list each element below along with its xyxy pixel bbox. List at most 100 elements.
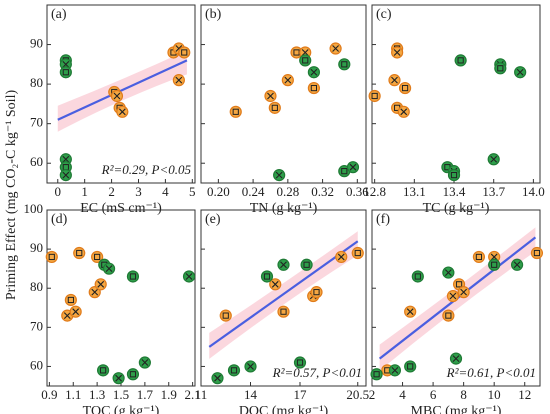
x-tick-label: 4 — [399, 387, 406, 402]
marker-inner — [533, 249, 541, 257]
point — [293, 356, 307, 369]
marker — [307, 81, 320, 95]
point — [404, 305, 417, 318]
point — [211, 372, 224, 385]
x-tick-label: 0 — [55, 184, 62, 199]
marker-inner — [48, 253, 55, 261]
point — [59, 66, 72, 79]
marker — [299, 54, 312, 67]
x-tick-label: 6 — [430, 387, 437, 402]
marker-inner — [491, 261, 498, 268]
marker — [59, 66, 72, 79]
marker-inner — [407, 363, 414, 370]
x-tick-label: 1.9 — [161, 387, 177, 402]
point — [388, 74, 401, 87]
marker-inner — [141, 359, 149, 366]
point — [116, 105, 129, 118]
marker — [488, 258, 501, 271]
annotation: R²=0.61, P<0.01 — [446, 365, 536, 380]
marker-inner — [449, 292, 457, 300]
marker-inner — [263, 273, 271, 280]
marker-inner — [341, 61, 348, 68]
x-tick-label: 0.28 — [276, 184, 299, 199]
y-tick-label: 90 — [30, 36, 43, 51]
y-tick-label: 70 — [30, 318, 43, 333]
marker-inner — [302, 57, 309, 64]
marker-inner — [391, 366, 399, 374]
plot-frame — [371, 4, 541, 184]
point — [370, 368, 383, 381]
marker-inner — [232, 108, 239, 115]
point — [530, 246, 544, 260]
point — [449, 352, 463, 365]
point — [300, 258, 313, 271]
x-axis-label: DOC (mg kg⁻¹) — [239, 404, 329, 414]
point — [269, 278, 282, 291]
point — [227, 364, 241, 377]
marker-inner — [400, 108, 408, 116]
point — [69, 305, 82, 318]
marker — [351, 246, 364, 260]
point — [73, 246, 86, 260]
x-axis-label: TN (g kg⁻¹) — [250, 201, 318, 216]
marker — [530, 246, 544, 260]
x-tick-label: 2 — [369, 387, 376, 402]
marker-inner — [452, 355, 460, 363]
point — [351, 246, 364, 260]
x-tick-label: 13.1 — [403, 184, 426, 199]
marker-inner — [247, 363, 254, 370]
marker — [442, 309, 455, 322]
marker-inner — [414, 273, 421, 280]
marker-inner — [99, 367, 107, 374]
y-tick-label: 60 — [30, 357, 43, 372]
x-tick-label: 11 — [195, 387, 208, 402]
marker-inner — [455, 281, 463, 288]
point — [307, 81, 320, 95]
panel: 60 70 80 90 0 1 2 3 4 5 EC (mS cm⁻¹) (a) R²=0.29, P<… — [30, 4, 196, 216]
fit-line — [57, 59, 188, 121]
plot-frame — [371, 209, 541, 387]
marker-inner — [62, 69, 69, 76]
marker-inner — [391, 76, 398, 84]
marker-inner — [341, 168, 348, 175]
x-tick-label: 2 — [108, 184, 115, 199]
marker — [45, 250, 58, 264]
marker — [73, 246, 86, 260]
marker-inner — [516, 68, 524, 76]
marker-inner — [457, 57, 464, 64]
x-tick-label: 2.1 — [184, 387, 200, 402]
point — [388, 364, 402, 377]
point — [94, 278, 107, 291]
y-tick-label: 80 — [30, 75, 43, 90]
plot-frame — [200, 4, 367, 184]
marker-inner — [91, 288, 99, 296]
x-tick-label: 5 — [189, 184, 196, 199]
point — [138, 356, 151, 369]
marker-inner — [129, 371, 137, 378]
point — [229, 105, 242, 118]
marker-inner — [62, 60, 70, 68]
marker — [454, 54, 467, 67]
marker-inner — [349, 163, 357, 171]
marker-inner — [296, 359, 304, 366]
panel: 0.20 0.24 0.28 0.32 0.36 TN (g kg⁻¹) (b) — [200, 4, 369, 216]
point — [178, 46, 191, 59]
x-tick-label: 12 — [518, 387, 531, 402]
marker — [227, 364, 241, 377]
point — [488, 258, 501, 271]
marker-inner — [284, 76, 292, 84]
panel: 11 14 17 20.5 DOC (mg kg⁻¹) (e) R²=0.57, P<0.0… — [195, 209, 369, 414]
marker — [370, 368, 383, 381]
marker — [411, 270, 424, 283]
marker-inner — [393, 49, 401, 56]
point — [514, 66, 527, 79]
point — [172, 74, 185, 87]
plot-frame — [46, 4, 196, 184]
marker-inner — [490, 155, 498, 163]
marker — [447, 168, 461, 182]
marker — [404, 360, 417, 373]
marker-inner — [115, 374, 123, 382]
marker — [126, 270, 140, 283]
y-axis-label: Priming Effect (mg CO₂-C kg⁻¹ Soil) — [4, 90, 19, 301]
marker-inner — [72, 308, 80, 316]
